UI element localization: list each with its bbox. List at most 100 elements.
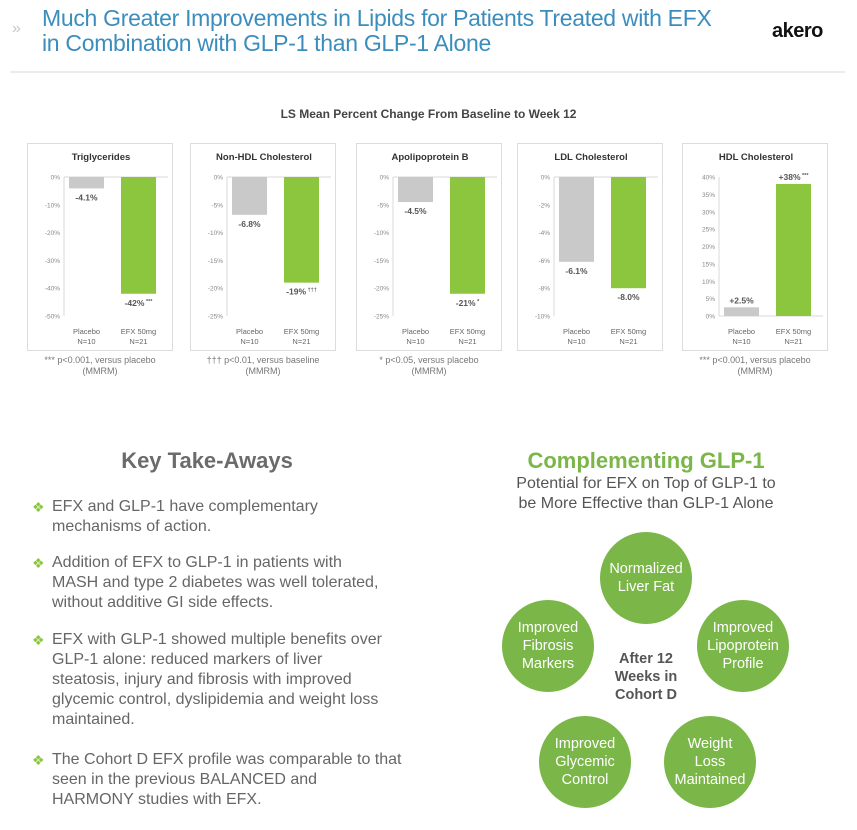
chart-footnote: *** p<0.001, versus placebo (MMRM) bbox=[675, 355, 835, 377]
y-tick-label: -25% bbox=[374, 314, 389, 321]
divider bbox=[10, 71, 845, 73]
significance-mark: * bbox=[476, 299, 481, 305]
bar-placebo bbox=[559, 177, 594, 262]
chart-footnote: * p<0.05, versus placebo (MMRM) bbox=[349, 355, 509, 377]
y-tick-label: 35% bbox=[702, 192, 715, 199]
data-label-value: -4.5% bbox=[404, 206, 427, 216]
y-tick-label: 0% bbox=[214, 175, 224, 182]
bar-placebo bbox=[69, 177, 104, 189]
y-tick-label: -50% bbox=[45, 314, 60, 321]
y-tick-label: -20% bbox=[45, 230, 60, 237]
takeaway-item: ❖ EFX with GLP-1 showed multiple benefits… bbox=[32, 630, 402, 730]
takeaway-item: ❖ EFX and GLP-1 have complementary mechan… bbox=[32, 497, 402, 537]
complementing-heading: Complementing GLP-1 bbox=[527, 448, 765, 473]
y-tick-label: 5% bbox=[706, 296, 716, 303]
x-category-label: EFX 50mg bbox=[450, 327, 485, 336]
x-category-label: Placebo bbox=[236, 327, 263, 336]
y-tick-label: 15% bbox=[702, 261, 715, 268]
bar-placebo bbox=[232, 177, 267, 215]
data-label-value: -8.0% bbox=[617, 292, 640, 302]
x-category-label: Placebo bbox=[73, 327, 100, 336]
data-label: -4.1% bbox=[75, 192, 98, 202]
data-label: -42% *** bbox=[125, 298, 154, 308]
benefit-circle: Weight Loss Maintained bbox=[664, 716, 756, 808]
takeaway-text: The Cohort D EFX profile was comparable … bbox=[52, 751, 402, 808]
chart-panel: Non-HDL Cholesterol 0% -5% -10% -15% -20% -25%… bbox=[190, 143, 336, 351]
footnote-line: (MMRM) bbox=[82, 366, 118, 376]
chart-footnote: ††† p<0.01, versus baseline (MMRM) bbox=[183, 355, 343, 377]
y-tick-label: -10% bbox=[535, 314, 550, 321]
x-category-label: Placebo bbox=[563, 327, 590, 336]
chart-title: Non-HDL Cholesterol bbox=[216, 152, 312, 163]
footnote-line: (MMRM) bbox=[737, 366, 773, 376]
data-label: -8.0% bbox=[617, 292, 640, 302]
chart-panel: HDL Cholesterol 0% 5% 10% 15% 20% 25% 30% 35% 40%… bbox=[682, 143, 828, 351]
charts-title: LS Mean Percent Change From Baseline to … bbox=[280, 107, 577, 121]
footnote-line: (MMRM) bbox=[411, 366, 447, 376]
data-label: -19% ††† bbox=[286, 287, 317, 297]
chart-title: HDL Cholesterol bbox=[719, 152, 793, 163]
slide-title: Much Greater Improvements in Lipids for … bbox=[42, 6, 712, 56]
data-label: -21% * bbox=[456, 298, 480, 308]
y-tick-label: 20% bbox=[702, 244, 715, 251]
title-line-2: in Combination with GLP-1 than GLP-1 Alo… bbox=[42, 30, 491, 56]
bar-chart: Non-HDL Cholesterol 0% -5% -10% -15% -20% -25%… bbox=[208, 152, 331, 346]
data-label: +38% *** bbox=[779, 172, 810, 182]
y-tick-label: -15% bbox=[208, 258, 223, 265]
y-tick-label: -8% bbox=[538, 286, 550, 293]
bar-efx bbox=[450, 177, 485, 294]
complementing-subtitle: Potential for EFX on Top of GLP-1 to be … bbox=[516, 475, 776, 512]
title-line-1: Much Greater Improvements in Lipids for … bbox=[42, 5, 712, 31]
data-label: -4.5% bbox=[404, 206, 427, 216]
takeaway-item: ❖ Addition of EFX to GLP-1 in patients wi… bbox=[32, 553, 402, 613]
bar-chart: Apolipoprotein B 0% -5% -10% -15% -20% -25% -4.… bbox=[374, 152, 497, 346]
y-tick-label: 0% bbox=[541, 175, 551, 182]
y-tick-label: 10% bbox=[702, 279, 715, 286]
diamond-bullet-icon: ❖ bbox=[32, 752, 45, 768]
y-tick-label: -20% bbox=[208, 286, 223, 293]
x-category-label: Placebo bbox=[402, 327, 429, 336]
y-tick-label: -15% bbox=[374, 258, 389, 265]
y-tick-label: 0% bbox=[706, 314, 716, 321]
diamond-bullet-icon: ❖ bbox=[32, 555, 45, 571]
bar-placebo bbox=[398, 177, 433, 203]
y-tick-label: 40% bbox=[702, 175, 715, 182]
y-tick-label: -20% bbox=[374, 286, 389, 293]
chart-panel: LDL Cholesterol 0% -2% -4% -6% -8% -10% -6.1% Pl… bbox=[517, 143, 663, 351]
diamond-bullet-icon: ❖ bbox=[32, 632, 45, 648]
significance-mark: *** bbox=[144, 299, 153, 305]
data-label: -6.8% bbox=[238, 219, 261, 229]
x-n-label: N=10 bbox=[567, 337, 585, 346]
bar-chart: Triglycerides 0% -10% -20% -30% -40% -50% -4.1%… bbox=[45, 152, 168, 346]
data-label-value: -6.8% bbox=[238, 219, 261, 229]
y-tick-label: -30% bbox=[45, 258, 60, 265]
x-category-label: EFX 50mg bbox=[284, 327, 319, 336]
footnote-line: ††† p<0.01, versus baseline bbox=[206, 355, 320, 365]
takeaway-text: EFX with GLP-1 showed multiple benefits … bbox=[52, 631, 382, 728]
x-category-label: EFX 50mg bbox=[121, 327, 156, 336]
x-n-label: N=10 bbox=[732, 337, 750, 346]
data-label-value: -4.1% bbox=[75, 192, 98, 202]
x-n-label: N=10 bbox=[406, 337, 424, 346]
benefit-circle: Improved Fibrosis Markers bbox=[502, 600, 594, 692]
y-tick-label: 30% bbox=[702, 209, 715, 216]
y-tick-label: -5% bbox=[211, 202, 223, 209]
x-n-label: N=21 bbox=[129, 337, 147, 346]
y-tick-label: -10% bbox=[374, 230, 389, 237]
data-label-value: +38% bbox=[779, 172, 801, 182]
y-tick-label: 0% bbox=[51, 175, 61, 182]
chevron-icon: » bbox=[12, 20, 21, 37]
data-label-value: -19% bbox=[286, 287, 306, 297]
footnote-line: * p<0.05, versus placebo bbox=[379, 355, 479, 365]
bar-chart: LDL Cholesterol 0% -2% -4% -6% -8% -10% -6.1% Pl… bbox=[535, 152, 658, 346]
x-n-label: N=21 bbox=[619, 337, 637, 346]
takeaways-heading: Key Take-Aways bbox=[121, 448, 293, 473]
data-label: -6.1% bbox=[565, 266, 588, 276]
y-tick-label: -10% bbox=[45, 202, 60, 209]
chart-footnote: *** p<0.001, versus placebo (MMRM) bbox=[20, 355, 180, 377]
takeaway-text: Addition of EFX to GLP-1 in patients wit… bbox=[52, 554, 379, 611]
bar-efx bbox=[284, 177, 319, 283]
bar-placebo bbox=[724, 307, 759, 316]
y-tick-label: 25% bbox=[702, 227, 715, 234]
